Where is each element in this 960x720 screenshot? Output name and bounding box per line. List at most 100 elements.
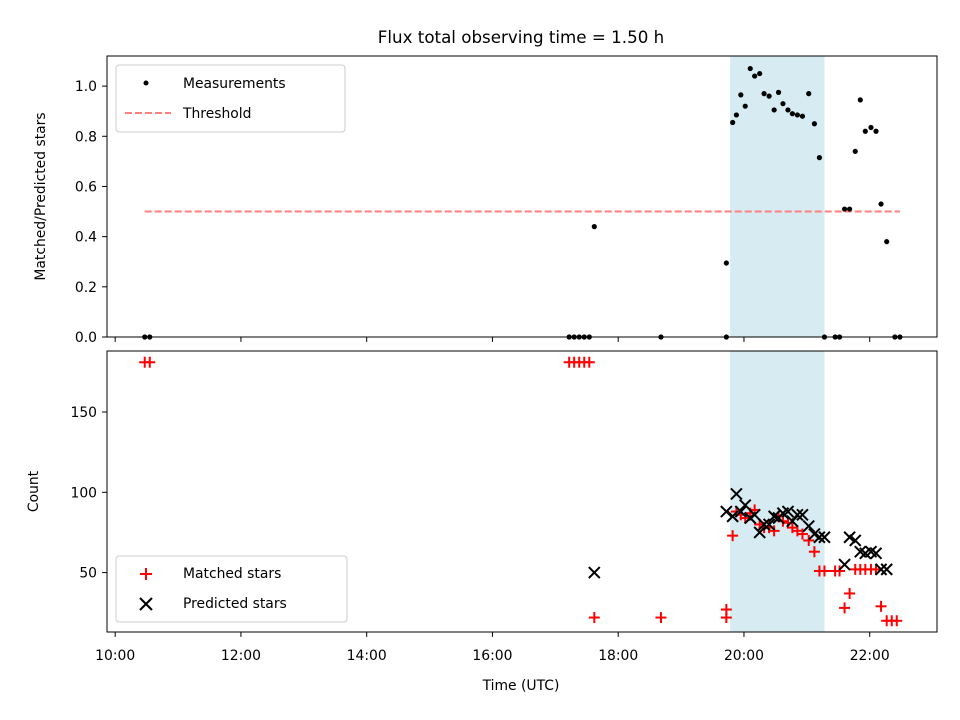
predicted-star-marker	[813, 531, 826, 544]
legend-predicted-label: Predicted stars	[183, 596, 287, 612]
predicted-stars-points	[588, 487, 893, 579]
predicted-star-marker	[730, 487, 743, 501]
legend-matched-marker	[140, 568, 152, 580]
measurement-point	[884, 239, 890, 245]
measurement-point	[878, 201, 884, 207]
measurement-point	[846, 206, 853, 212]
measurement-point	[811, 121, 817, 127]
measurement-point	[766, 93, 772, 99]
x-axis-label: Time (UTC)	[482, 678, 560, 694]
measurement-point	[775, 89, 782, 95]
predicted-star-marker	[869, 547, 883, 560]
measurement-point	[757, 70, 763, 77]
matched-star-marker	[583, 356, 595, 368]
measurement-point	[761, 91, 767, 97]
measurement-point	[747, 65, 753, 72]
bottom-y-tick-label: 150	[70, 405, 97, 421]
x-tick-label: 18:00	[598, 648, 638, 664]
predicted-star-marker	[739, 498, 752, 512]
top-axes-frame	[106, 55, 938, 338]
top-legend: Measurements Threshold	[115, 64, 346, 133]
top-y-tick-label: 1.0	[75, 79, 97, 95]
measurement-point	[789, 111, 795, 117]
x-tick-label: 12:00	[221, 648, 261, 664]
predicted-star-marker	[781, 505, 795, 518]
predicted-star-marker	[802, 519, 815, 533]
bottom-axes-frame	[106, 350, 938, 633]
bottom-legend: Matched stars Predicted stars	[115, 555, 348, 623]
measurement-point	[723, 260, 729, 266]
bottom-x-ticks: 10:00 12:00 14:00 16:00 18:00 20:00 22:00	[95, 632, 890, 664]
predicted-star-marker	[726, 510, 739, 523]
predicted-star-marker	[734, 505, 748, 518]
top-panel: 0.0 0.2 0.4 0.6 0.8 1.0 Matched/Predicted sta…	[33, 55, 938, 346]
predicted-star-marker	[818, 531, 831, 544]
predicted-star-marker	[588, 566, 601, 579]
top-y-axis-label: Matched/Predicted stars	[33, 112, 49, 280]
x-tick-label: 16:00	[472, 648, 512, 664]
legend-threshold-label: Threshold	[182, 106, 251, 122]
measurement-point	[738, 92, 744, 98]
matched-star-marker	[588, 612, 600, 624]
x-tick-label: 20:00	[724, 648, 764, 664]
top-y-tick-label: 0.0	[75, 330, 97, 346]
matched-star-marker	[796, 528, 808, 540]
bottom-shaded-interval	[730, 351, 825, 632]
predicted-star-marker	[880, 563, 893, 576]
matched-star-marker	[839, 602, 851, 614]
measurement-point	[771, 107, 777, 113]
measurement-point	[752, 73, 758, 79]
measurement-point	[799, 113, 806, 119]
measurement-point	[873, 128, 879, 134]
measurement-point	[857, 97, 863, 103]
measurement-point	[730, 119, 736, 126]
bottom-y-ticks: 50 100 150	[70, 405, 107, 582]
bottom-y-tick-label: 100	[70, 485, 97, 501]
predicted-star-marker	[796, 508, 809, 521]
matched-star-marker	[818, 565, 830, 577]
top-shaded-interval	[730, 56, 825, 337]
predicted-star-marker	[762, 518, 776, 531]
matched-star-marker	[803, 534, 815, 546]
measurement-point	[841, 206, 848, 212]
predicted-star-marker	[748, 508, 761, 521]
bottom-y-axis-label: Count	[26, 470, 42, 512]
bottom-y-tick-label: 50	[79, 566, 97, 582]
matched-star-marker	[655, 612, 667, 624]
bottom-panel: 50 100 150 10:00 12:00 14:00 16:00 18:00 20:00 2…	[26, 350, 938, 694]
measurement-point	[591, 224, 597, 230]
matched-star-marker	[875, 600, 887, 612]
measurement-point	[862, 128, 868, 134]
matched-star-marker	[144, 356, 156, 368]
chart-title: Flux total observing time = 1.50 h	[378, 27, 664, 47]
legend-measurements-marker	[143, 80, 149, 86]
legend-measurements-label: Measurements	[183, 76, 286, 92]
matched-stars-points	[139, 356, 903, 627]
measurement-point	[868, 124, 874, 131]
measurement-point	[785, 107, 791, 113]
predicted-star-marker	[757, 518, 771, 531]
predicted-star-marker	[791, 508, 804, 521]
measurement-point	[794, 112, 801, 118]
predicted-star-marker	[849, 534, 862, 547]
matched-star-marker	[727, 530, 739, 542]
x-tick-label: 10:00	[95, 648, 135, 664]
matched-star-marker	[720, 612, 732, 624]
predicted-star-marker	[720, 505, 733, 518]
matched-star-marker	[768, 525, 780, 537]
top-y-tick-label: 0.8	[75, 129, 97, 145]
top-y-ticks: 0.0 0.2 0.4 0.6 0.8 1.0	[75, 79, 107, 346]
measurement-point	[742, 103, 748, 109]
legend-matched-label: Matched stars	[183, 566, 281, 582]
measurement-point	[733, 112, 740, 118]
predicted-star-marker	[838, 558, 851, 571]
top-y-tick-label: 0.6	[75, 179, 97, 195]
predicted-star-marker	[843, 531, 856, 544]
top-y-tick-label: 0.2	[75, 280, 97, 296]
matched-star-marker	[891, 615, 903, 627]
measurement-points	[142, 65, 903, 340]
x-tick-label: 22:00	[850, 648, 890, 664]
measurement-point	[780, 101, 786, 107]
measurement-point	[806, 91, 812, 97]
